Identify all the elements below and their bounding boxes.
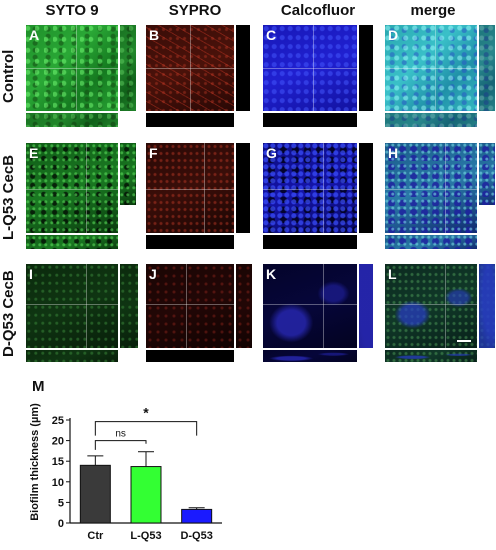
panel-h: H — [385, 143, 495, 249]
panel-letter-c: C — [266, 27, 277, 43]
panel-c: C — [263, 25, 373, 127]
y-tick-label: 0 — [58, 518, 64, 530]
panel-letter-j: J — [149, 266, 157, 282]
y-tick-label: 20 — [52, 436, 64, 448]
biofilm-thickness-chart: Biofilm thickness (µm) 0 5 10 15 20 25 Ctr L-Q… — [29, 403, 222, 542]
column-title-syto9: SYTO 9 — [45, 2, 99, 19]
panel-g: G — [263, 143, 373, 249]
row-title-d-q53: D-Q53 CecB — [0, 270, 17, 358]
x-tick-label: L-Q53 — [130, 530, 161, 542]
panel-letter-i: I — [29, 266, 33, 282]
panel-i: I — [26, 264, 138, 362]
bar-l-q53 — [130, 466, 162, 524]
row-title-l-q53: L-Q53 CecB — [0, 154, 17, 240]
bar-d-q53 — [181, 508, 213, 524]
panel-j: J — [146, 264, 252, 362]
y-axis-label: Biofilm thickness (µm) — [29, 403, 41, 521]
significance-bracket — [94, 440, 147, 450]
y-tick-label: 5 — [58, 497, 64, 509]
panel-e: E — [26, 143, 136, 249]
bar-ctr — [79, 464, 111, 524]
x-tick-label: Ctr — [87, 530, 104, 542]
panel-letter-d: D — [388, 27, 399, 43]
panel-f: F — [146, 143, 250, 249]
significance-label: ns — [115, 429, 126, 440]
x-tick-label: D-Q53 — [180, 530, 212, 542]
row-title-control: Control — [0, 49, 17, 103]
scale-bar — [457, 340, 471, 342]
panel-l: L — [385, 264, 495, 362]
panel-letter-k: K — [266, 266, 277, 282]
panel-letter-f: F — [149, 145, 158, 161]
panel-d: D — [385, 25, 495, 127]
y-tick-label: 25 — [52, 415, 64, 427]
column-title-sypro: SYPRO — [168, 2, 222, 19]
significance-label: * — [143, 405, 149, 421]
chart-panel-letter: M — [32, 378, 45, 395]
panel-a: A — [26, 25, 136, 127]
y-tick-label: 15 — [52, 456, 64, 468]
panel-b: B — [146, 25, 250, 127]
panel-letter-b: B — [149, 27, 160, 43]
panel-letter-e: E — [29, 145, 39, 161]
significance-bracket — [94, 421, 198, 436]
column-title-merge: merge — [410, 2, 456, 19]
column-title-calcofluor: Calcofluor — [280, 2, 356, 19]
panel-k: K — [263, 264, 373, 362]
y-tick-label: 10 — [52, 477, 64, 489]
panel-letter-g: G — [266, 145, 277, 161]
panel-letter-a: A — [29, 27, 40, 43]
panel-letter-h: H — [388, 145, 399, 161]
panel-letter-l: L — [388, 266, 397, 282]
